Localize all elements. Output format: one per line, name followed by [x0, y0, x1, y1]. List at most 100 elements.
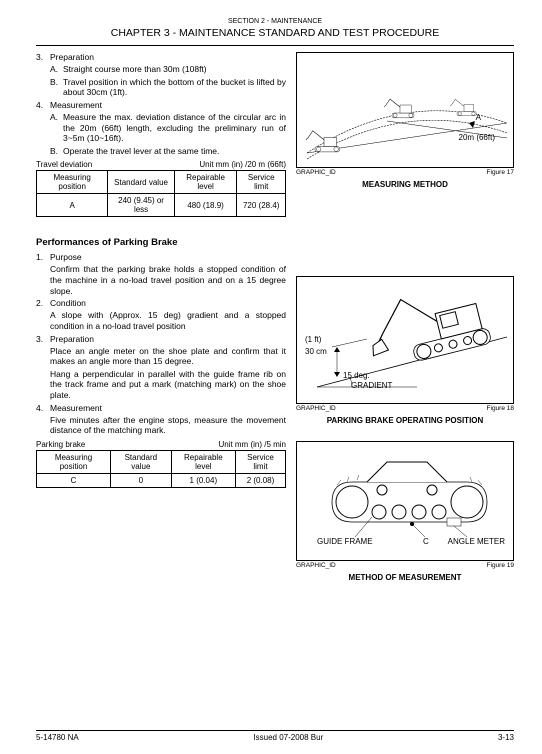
footer-left: 5-14780 NA — [36, 733, 79, 742]
th: Repairable level — [171, 450, 235, 473]
th: Repairable level — [174, 171, 237, 194]
p-item-2-num: 2. — [36, 298, 50, 308]
fig18-caption-row: GRAPHIC_ID Figure 18 — [296, 405, 514, 412]
fig19-num: Figure 19 — [487, 562, 514, 569]
fig19-caption-row: GRAPHIC_ID Figure 19 — [296, 562, 514, 569]
table-row: A 240 (9.45) or less 480 (18.9) 720 (28.… — [37, 194, 286, 217]
p-item-1: 1. Purpose — [36, 252, 286, 262]
table2-caption: Parking brake Unit mm (in) /5 min — [36, 440, 286, 449]
fig18-annot-gradient: GRADIENT — [351, 381, 392, 390]
item-3: 3. Preparation — [36, 52, 286, 62]
item-3-num: 3. — [36, 52, 50, 62]
item-4a-letter: A. — [50, 112, 63, 144]
th: Measuring position — [37, 450, 111, 473]
fig17-title: MEASURING METHOD — [296, 180, 514, 189]
item-4-num: 4. — [36, 100, 50, 110]
fig19-annot-guide: GUIDE FRAME — [317, 537, 373, 546]
fig18-annot-1ft: (1 ft) — [305, 335, 321, 344]
fig19-annot-angle: ANGLE METER — [448, 537, 505, 546]
parking-right-col: (1 ft) 30 cm 15 deg. GRADIENT GRAPHIC_ID… — [296, 252, 514, 582]
table2-caption-right: Unit mm (in) /5 min — [218, 440, 286, 449]
p-item-4-label: Measurement — [50, 403, 286, 413]
p-item-4-text: Five minutes after the engine stops, mea… — [36, 415, 286, 436]
parking-left-col: 1. Purpose Confirm that the parking brak… — [36, 252, 286, 582]
th: Measuring position — [37, 171, 108, 194]
p-item-2-label: Condition — [50, 298, 286, 308]
fig18-annot-30cm: 30 cm — [305, 347, 327, 356]
table1-caption: Travel deviation Unit mm (in) /20 m (66f… — [36, 160, 286, 169]
item-3b-text: Travel position in which the bottom of t… — [63, 77, 286, 98]
p-item-3: 3. Preparation — [36, 334, 286, 344]
p-item-1-text: Confirm that the parking brake holds a s… — [36, 264, 286, 296]
page-footer: 5-14780 NA Issued 07-2008 Bur 3-13 — [36, 730, 514, 742]
fig18-annot-15deg: 15 deg. — [343, 371, 370, 380]
table2-caption-left: Parking brake — [36, 440, 85, 449]
fig17-annot-a: A — [476, 113, 481, 122]
fig17-annot-dist: 20m (66ft) — [459, 133, 495, 142]
p-item-1-label: Purpose — [50, 252, 286, 262]
p-item-4-num: 4. — [36, 403, 50, 413]
parking-brake-position-diagram — [297, 277, 515, 405]
footer-right: 3-13 — [498, 733, 514, 742]
fig17-col: A 20m (66ft) GRAPHIC_ID Figure 17 MEASUR… — [296, 52, 514, 217]
excavator-travel-diagram — [297, 53, 515, 169]
item-4b-letter: B. — [50, 146, 63, 157]
item-4-label: Measurement — [50, 100, 286, 110]
item-3b: B. Travel position in which the bottom o… — [36, 77, 286, 98]
parking-brake-block: 1. Purpose Confirm that the parking brak… — [36, 252, 514, 582]
item-4b: B. Operate the travel lever at the same … — [36, 146, 286, 157]
td: 720 (28.4) — [237, 194, 286, 217]
fig18-graphic-id: GRAPHIC_ID — [296, 405, 336, 412]
p-item-1-num: 1. — [36, 252, 50, 262]
item-3a-letter: A. — [50, 64, 63, 75]
item-3a: A. Straight course more than 30m (108ft) — [36, 64, 286, 75]
fig18-title: PARKING BRAKE OPERATING POSITION — [296, 416, 514, 425]
p-item-3-label: Preparation — [50, 334, 286, 344]
th: Standard value — [108, 171, 174, 194]
fig17-num: Figure 17 — [487, 169, 514, 176]
item-3-label: Preparation — [50, 52, 286, 62]
item-4b-text: Operate the travel lever at the same tim… — [63, 146, 286, 157]
table-header-row: Measuring position Standard value Repair… — [37, 171, 286, 194]
footer-center: Issued 07-2008 Bur — [253, 733, 323, 742]
td: 240 (9.45) or less — [108, 194, 174, 217]
td: 0 — [110, 473, 171, 487]
fig19-title: METHOD OF MEASUREMENT — [296, 573, 514, 582]
p-item-3-text1: Place an angle meter on the shoe plate a… — [36, 346, 286, 367]
td: 2 (0.08) — [235, 473, 285, 487]
fig19-box: GUIDE FRAME C ANGLE METER — [296, 441, 514, 561]
travel-left-col: 3. Preparation A. Straight course more t… — [36, 52, 286, 217]
p-item-4: 4. Measurement — [36, 403, 286, 413]
table-header-row: Measuring position Standard value Repair… — [37, 450, 286, 473]
travel-deviation-block: 3. Preparation A. Straight course more t… — [36, 52, 514, 217]
fig19-graphic-id: GRAPHIC_ID — [296, 562, 336, 569]
chapter-title: CHAPTER 3 - MAINTENANCE STANDARD AND TES… — [36, 27, 514, 39]
td: C — [37, 473, 111, 487]
fig17-graphic-id: GRAPHIC_ID — [296, 169, 336, 176]
item-3a-text: Straight course more than 30m (108ft) — [63, 64, 286, 75]
table-row: C 0 1 (0.04) 2 (0.08) — [37, 473, 286, 487]
td: 480 (18.9) — [174, 194, 237, 217]
fig18-num: Figure 18 — [487, 405, 514, 412]
item-4a-text: Measure the max. deviation distance of t… — [63, 112, 286, 144]
section-label: SECTION 2 - MAINTENANCE — [36, 18, 514, 25]
fig17-box: A 20m (66ft) — [296, 52, 514, 168]
th: Standard value — [110, 450, 171, 473]
p-item-2-text: A slope with (Approx. 15 deg) gradient a… — [36, 310, 286, 331]
p-item-3-text2: Hang a perpendicular in parallel with th… — [36, 369, 286, 401]
th: Service limit — [237, 171, 286, 194]
td: A — [37, 194, 108, 217]
item-4a: A. Measure the max. deviation distance o… — [36, 112, 286, 144]
th: Service limit — [235, 450, 285, 473]
parking-brake-heading: Performances of Parking Brake — [36, 237, 514, 248]
travel-deviation-table: Measuring position Standard value Repair… — [36, 170, 286, 217]
fig17-caption-row: GRAPHIC_ID Figure 17 — [296, 169, 514, 176]
p-item-2: 2. Condition — [36, 298, 286, 308]
item-4: 4. Measurement — [36, 100, 286, 110]
item-3b-letter: B. — [50, 77, 63, 98]
table1-caption-left: Travel deviation — [36, 160, 92, 169]
divider — [36, 45, 514, 46]
parking-brake-table: Measuring position Standard value Repair… — [36, 450, 286, 488]
p-item-3-num: 3. — [36, 334, 50, 344]
table1-caption-right: Unit mm (in) /20 m (66ft) — [199, 160, 286, 169]
